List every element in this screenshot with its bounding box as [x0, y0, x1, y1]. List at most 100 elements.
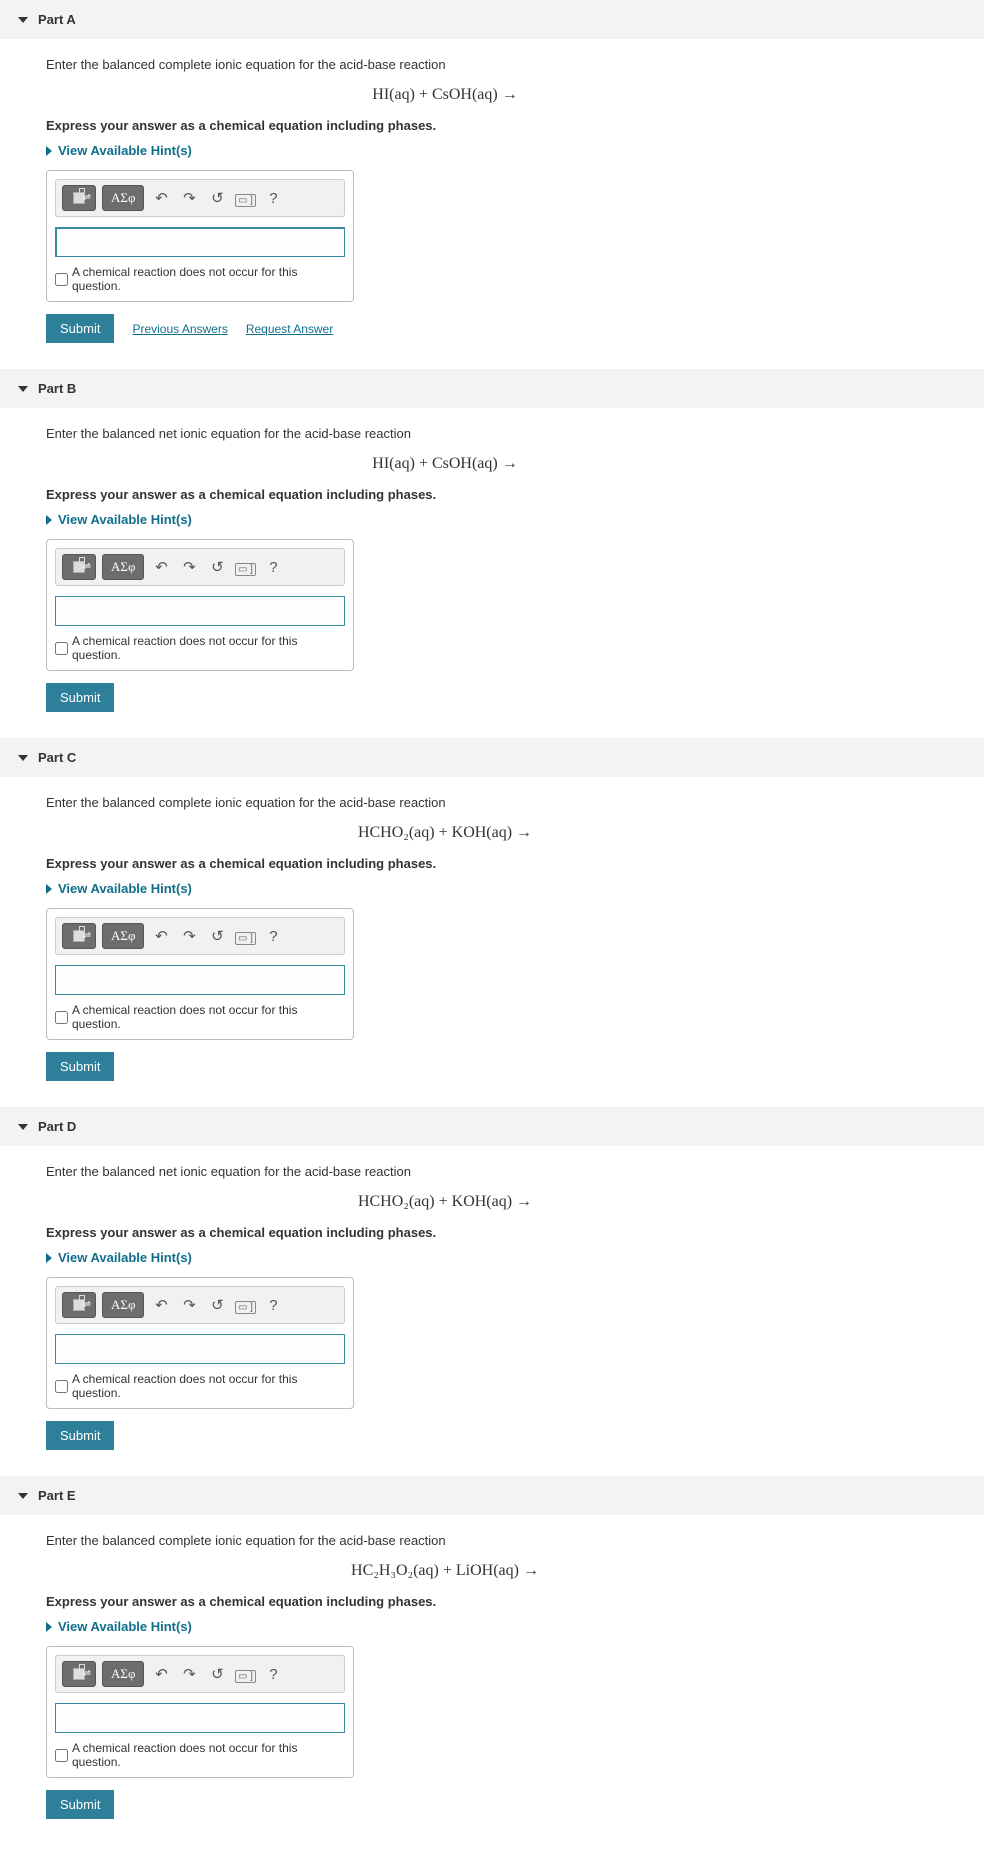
reset-icon[interactable]: ↺ [206, 1665, 228, 1683]
reset-icon[interactable]: ↺ [206, 189, 228, 207]
equation-toolbar: ⇌ ΑΣφ ↶ ↷ ↺ ▭ ] ? [55, 917, 345, 955]
template-button[interactable]: ⇌ [62, 185, 96, 211]
action-row: Submit [46, 683, 984, 712]
equation-display: HCHO₂(aq) + KOH(aq) → [46, 824, 984, 842]
help-icon[interactable]: ? [262, 1666, 284, 1683]
part-title: Part E [38, 1488, 76, 1503]
keyboard-icon[interactable]: ▭ ] [234, 928, 256, 945]
hints-label: View Available Hint(s) [58, 143, 192, 158]
action-row: Submit Previous Answers Request Answer [46, 314, 984, 343]
greek-button[interactable]: ΑΣφ [102, 185, 144, 211]
keyboard-icon[interactable]: ▭ ] [234, 1666, 256, 1683]
view-hints-link[interactable]: View Available Hint(s) [46, 1250, 984, 1265]
template-button[interactable]: ⇌ [62, 1661, 96, 1687]
view-hints-link[interactable]: View Available Hint(s) [46, 1619, 984, 1634]
no-reaction-label: A chemical reaction does not occur for t… [72, 1372, 345, 1400]
keyboard-icon[interactable]: ▭ ] [234, 190, 256, 207]
part-body: Enter the balanced complete ionic equati… [0, 777, 984, 1099]
request-answer-link[interactable]: Request Answer [246, 322, 333, 336]
no-reaction-row[interactable]: A chemical reaction does not occur for t… [55, 1003, 345, 1031]
help-icon[interactable]: ? [262, 1297, 284, 1314]
part-header[interactable]: Part C [0, 738, 984, 777]
undo-icon[interactable]: ↶ [150, 189, 172, 207]
view-hints-link[interactable]: View Available Hint(s) [46, 512, 984, 527]
answer-box: ⇌ ΑΣφ ↶ ↷ ↺ ▭ ] ? A chemical reaction do… [46, 1277, 354, 1409]
part-D: Part D Enter the balanced net ionic equa… [0, 1107, 984, 1468]
greek-button[interactable]: ΑΣφ [102, 923, 144, 949]
undo-icon[interactable]: ↶ [150, 927, 172, 945]
prompt-text: Enter the balanced complete ionic equati… [46, 57, 984, 72]
template-button[interactable]: ⇌ [62, 923, 96, 949]
equation-display: HC₂H₃O₂(aq) + LiOH(aq) → [46, 1562, 984, 1580]
redo-icon[interactable]: ↷ [178, 1665, 200, 1683]
no-reaction-checkbox[interactable] [55, 273, 68, 286]
greek-button[interactable]: ΑΣφ [102, 1292, 144, 1318]
part-title: Part A [38, 12, 76, 27]
hints-label: View Available Hint(s) [58, 1250, 192, 1265]
instruction-text: Express your answer as a chemical equati… [46, 1225, 984, 1240]
no-reaction-checkbox[interactable] [55, 1380, 68, 1393]
template-button[interactable]: ⇌ [62, 554, 96, 580]
part-header[interactable]: Part B [0, 369, 984, 408]
help-icon[interactable]: ? [262, 559, 284, 576]
previous-answers-link[interactable]: Previous Answers [132, 322, 227, 336]
undo-icon[interactable]: ↶ [150, 558, 172, 576]
redo-icon[interactable]: ↷ [178, 927, 200, 945]
redo-icon[interactable]: ↷ [178, 1296, 200, 1314]
caret-right-icon [46, 515, 52, 525]
instruction-text: Express your answer as a chemical equati… [46, 856, 984, 871]
redo-icon[interactable]: ↷ [178, 558, 200, 576]
equation-display: HCHO₂(aq) + KOH(aq) → [46, 1193, 984, 1211]
view-hints-link[interactable]: View Available Hint(s) [46, 881, 984, 896]
part-header[interactable]: Part E [0, 1476, 984, 1515]
template-button[interactable]: ⇌ [62, 1292, 96, 1318]
no-reaction-row[interactable]: A chemical reaction does not occur for t… [55, 634, 345, 662]
submit-button[interactable]: Submit [46, 1790, 114, 1819]
answer-input[interactable] [55, 596, 345, 626]
redo-icon[interactable]: ↷ [178, 189, 200, 207]
hints-label: View Available Hint(s) [58, 881, 192, 896]
submit-button[interactable]: Submit [46, 314, 114, 343]
answer-input[interactable] [55, 965, 345, 995]
no-reaction-row[interactable]: A chemical reaction does not occur for t… [55, 1741, 345, 1769]
prompt-text: Enter the balanced net ionic equation fo… [46, 426, 984, 441]
caret-down-icon [18, 17, 28, 23]
keyboard-icon[interactable]: ▭ ] [234, 1297, 256, 1314]
answer-input[interactable] [55, 1703, 345, 1733]
no-reaction-checkbox[interactable] [55, 642, 68, 655]
answer-box: ⇌ ΑΣφ ↶ ↷ ↺ ▭ ] ? A chemical reaction do… [46, 170, 354, 302]
no-reaction-checkbox[interactable] [55, 1011, 68, 1024]
caret-right-icon [46, 1253, 52, 1263]
reset-icon[interactable]: ↺ [206, 558, 228, 576]
submit-button[interactable]: Submit [46, 1052, 114, 1081]
caret-right-icon [46, 884, 52, 894]
answer-input[interactable] [55, 227, 345, 257]
help-icon[interactable]: ? [262, 190, 284, 207]
part-A: Part A Enter the balanced complete ionic… [0, 0, 984, 361]
no-reaction-label: A chemical reaction does not occur for t… [72, 265, 345, 293]
part-C: Part C Enter the balanced complete ionic… [0, 738, 984, 1099]
no-reaction-row[interactable]: A chemical reaction does not occur for t… [55, 265, 345, 293]
submit-button[interactable]: Submit [46, 683, 114, 712]
no-reaction-checkbox[interactable] [55, 1749, 68, 1762]
part-B: Part B Enter the balanced net ionic equa… [0, 369, 984, 730]
hints-label: View Available Hint(s) [58, 512, 192, 527]
hints-label: View Available Hint(s) [58, 1619, 192, 1634]
part-body: Enter the balanced complete ionic equati… [0, 39, 984, 361]
part-header[interactable]: Part D [0, 1107, 984, 1146]
instruction-text: Express your answer as a chemical equati… [46, 1594, 984, 1609]
undo-icon[interactable]: ↶ [150, 1296, 172, 1314]
view-hints-link[interactable]: View Available Hint(s) [46, 143, 984, 158]
greek-button[interactable]: ΑΣφ [102, 554, 144, 580]
greek-button[interactable]: ΑΣφ [102, 1661, 144, 1687]
equation-toolbar: ⇌ ΑΣφ ↶ ↷ ↺ ▭ ] ? [55, 548, 345, 586]
reset-icon[interactable]: ↺ [206, 1296, 228, 1314]
help-icon[interactable]: ? [262, 928, 284, 945]
submit-button[interactable]: Submit [46, 1421, 114, 1450]
answer-input[interactable] [55, 1334, 345, 1364]
undo-icon[interactable]: ↶ [150, 1665, 172, 1683]
no-reaction-row[interactable]: A chemical reaction does not occur for t… [55, 1372, 345, 1400]
reset-icon[interactable]: ↺ [206, 927, 228, 945]
part-header[interactable]: Part A [0, 0, 984, 39]
keyboard-icon[interactable]: ▭ ] [234, 559, 256, 576]
